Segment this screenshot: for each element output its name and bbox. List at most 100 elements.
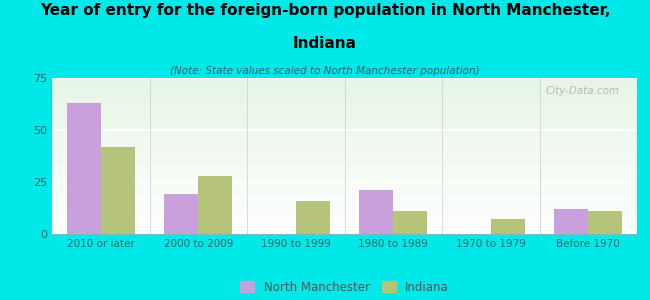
Bar (52, 158, 637, 159)
Bar (52, 119, 637, 120)
Bar (52, 142, 637, 143)
Bar (52, 180, 637, 181)
Bar (52, 120, 637, 121)
Bar (52, 90, 637, 91)
Bar (52, 209, 637, 210)
Bar (52, 228, 637, 229)
Bar (52, 133, 637, 134)
Bar (52, 146, 637, 147)
Bar (52, 225, 637, 226)
Bar (52, 195, 637, 196)
Bar (52, 138, 637, 139)
Bar (52, 201, 637, 202)
Bar (52, 93, 637, 94)
Bar (52, 162, 637, 163)
Bar (52, 100, 637, 101)
Bar (52, 79, 637, 80)
Bar (52, 204, 637, 205)
Bar (52, 102, 637, 103)
Bar (52, 135, 637, 136)
Bar (52, 125, 637, 126)
Bar (52, 128, 637, 129)
Bar (52, 127, 637, 128)
Bar (52, 143, 637, 144)
Bar (52, 130, 637, 131)
Bar (52, 207, 637, 208)
Bar (52, 116, 637, 117)
Bar (52, 172, 637, 173)
Bar (52, 141, 637, 142)
Bar (52, 157, 637, 158)
Text: (Note: State values scaled to North Manchester population): (Note: State values scaled to North Manc… (170, 66, 480, 76)
Bar (52, 220, 637, 221)
Bar (52, 117, 637, 118)
Bar (52, 97, 637, 98)
Bar (52, 104, 637, 105)
Bar (52, 80, 637, 81)
Bar (52, 115, 637, 116)
Bar (52, 190, 637, 191)
Text: Year of entry for the foreign-born population in North Manchester,: Year of entry for the foreign-born popul… (40, 3, 610, 18)
Bar (52, 78, 637, 79)
Bar (52, 155, 637, 156)
Bar (52, 105, 637, 106)
Bar (52, 224, 637, 225)
Bar (52, 230, 637, 231)
Bar (52, 118, 637, 119)
Bar (52, 171, 637, 172)
Bar (52, 126, 637, 127)
Bar (52, 149, 637, 150)
Bar (52, 188, 637, 189)
Bar (52, 87, 637, 88)
Bar (52, 202, 637, 203)
Bar (52, 99, 637, 100)
Bar (52, 226, 637, 227)
Bar (52, 81, 637, 82)
Bar (52, 153, 637, 154)
Bar (52, 232, 637, 233)
Bar (52, 124, 637, 125)
Bar (52, 197, 637, 198)
Bar (393, 211, 428, 234)
Bar (52, 163, 637, 164)
Bar (52, 221, 637, 222)
Bar (52, 183, 637, 184)
Bar (52, 214, 637, 215)
Bar (52, 216, 637, 217)
Bar (52, 114, 637, 115)
Bar (52, 83, 637, 84)
Bar (52, 193, 637, 194)
Bar (52, 165, 637, 166)
Bar (52, 191, 637, 192)
Bar (52, 179, 637, 180)
Bar (52, 106, 637, 107)
Bar (52, 111, 637, 112)
Bar (52, 168, 637, 169)
Bar (52, 161, 637, 162)
Bar (52, 185, 637, 186)
Bar (52, 223, 637, 224)
Bar (52, 213, 637, 214)
Bar (52, 229, 637, 230)
Bar (52, 95, 637, 96)
Bar (52, 199, 637, 200)
Text: Indiana: Indiana (293, 36, 357, 51)
Bar (52, 233, 637, 234)
Bar (52, 107, 637, 108)
Bar (52, 110, 637, 111)
Bar (52, 144, 637, 145)
Bar (52, 215, 637, 216)
Bar (52, 101, 637, 102)
Bar (52, 181, 637, 182)
Bar (66, 103, 101, 234)
Bar (359, 190, 393, 234)
Bar (52, 182, 637, 183)
Bar (52, 178, 637, 179)
Bar (52, 173, 637, 174)
Bar (52, 196, 637, 197)
Bar (52, 94, 637, 95)
Bar (52, 227, 637, 228)
Bar (52, 151, 637, 152)
Bar (52, 113, 637, 114)
Bar (52, 122, 637, 123)
